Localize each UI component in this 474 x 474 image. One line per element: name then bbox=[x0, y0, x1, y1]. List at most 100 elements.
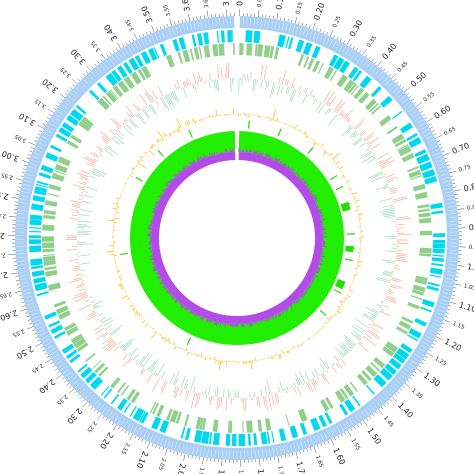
ideogram-tick bbox=[47, 348, 55, 353]
cds-forward-block bbox=[352, 395, 361, 407]
gc-content-bar bbox=[153, 370, 157, 375]
tick-mark bbox=[378, 409, 383, 415]
purple-ring-bar bbox=[279, 312, 282, 316]
ideogram-tick bbox=[348, 49, 353, 57]
purple-ring-bar bbox=[289, 166, 293, 171]
tick-label: 2.95 bbox=[0, 171, 14, 180]
gc-content-bar bbox=[78, 172, 90, 178]
gc-content-bar bbox=[93, 324, 103, 331]
ideogram-tick bbox=[45, 345, 54, 350]
gc-content-bar bbox=[98, 149, 103, 153]
ideogram-tick bbox=[430, 145, 438, 150]
purple-ring-bar bbox=[309, 190, 313, 193]
tick-label: 1.25 bbox=[434, 356, 448, 368]
gc-content-bar bbox=[77, 230, 92, 233]
purple-ring-bar bbox=[192, 312, 195, 316]
gc-content-bar bbox=[165, 94, 172, 106]
gc-content-bar bbox=[335, 347, 345, 358]
gc-content-bar bbox=[77, 254, 92, 257]
gc-content-bar bbox=[359, 150, 372, 159]
gc-content-bar bbox=[75, 273, 82, 277]
gc-content-bar bbox=[130, 113, 133, 117]
ideogram-tick bbox=[16, 220, 25, 222]
gc-content-bar bbox=[317, 103, 325, 114]
gc-skew-bar bbox=[168, 133, 172, 137]
tick-mark bbox=[124, 430, 127, 434]
tick-label: 0.25 bbox=[332, 15, 343, 29]
cds-reverse-block bbox=[80, 118, 93, 129]
gc-skew-bar bbox=[137, 314, 140, 317]
cds-reverse-block bbox=[384, 341, 399, 353]
gc-skew-bar bbox=[357, 206, 360, 208]
tick-mark bbox=[353, 426, 356, 430]
cds-reverse-block bbox=[55, 305, 69, 315]
tick-mark bbox=[173, 450, 175, 454]
cds-reverse-block bbox=[336, 74, 348, 88]
purple-ring-bar bbox=[309, 283, 313, 286]
feature-mark bbox=[307, 147, 314, 155]
purple-ring-bar bbox=[159, 195, 162, 197]
ideogram-tick bbox=[200, 19, 203, 28]
cds-forward-block bbox=[379, 367, 393, 381]
cds-forward-block bbox=[123, 402, 132, 414]
ideogram-tick bbox=[289, 23, 292, 32]
purple-ring-bar bbox=[157, 273, 160, 276]
ideogram-tick bbox=[130, 43, 136, 52]
tick-mark bbox=[352, 46, 355, 49]
ideogram-tick bbox=[20, 191, 29, 194]
cds-reverse-block bbox=[69, 134, 83, 144]
tick-mark bbox=[369, 416, 372, 419]
purple-ring-bar bbox=[284, 309, 288, 313]
cds-reverse-block bbox=[110, 376, 121, 389]
ideogram-tick bbox=[52, 116, 60, 121]
gc-content-bar bbox=[335, 363, 340, 368]
tick-mark bbox=[105, 418, 108, 421]
gc-content-bar bbox=[244, 397, 247, 413]
tick-mark bbox=[444, 157, 448, 160]
gc-skew-bar bbox=[120, 287, 124, 290]
gc-content-bar bbox=[173, 386, 179, 398]
ideogram-tick bbox=[222, 17, 224, 26]
gc-content-bar bbox=[102, 135, 110, 142]
ideogram-tick bbox=[133, 426, 138, 434]
gc-skew-bar bbox=[138, 162, 146, 169]
gc-content-bar bbox=[73, 268, 81, 272]
gc-skew-bar bbox=[298, 128, 301, 131]
gc-content-bar bbox=[310, 379, 317, 391]
gc-content-bar bbox=[208, 395, 211, 401]
gc-skew-bar bbox=[324, 321, 327, 324]
gc-content-bar bbox=[197, 82, 199, 88]
gc-content-bar bbox=[77, 220, 92, 223]
gc-content-bar bbox=[173, 83, 178, 90]
cds-forward-block bbox=[406, 132, 418, 142]
purple-ring-bar bbox=[179, 171, 182, 173]
tick-mark bbox=[83, 73, 86, 77]
purple-ring-bar bbox=[313, 198, 317, 201]
gc-skew-bar bbox=[159, 333, 162, 336]
purple-ring-bar bbox=[172, 297, 176, 300]
tick-mark bbox=[380, 406, 384, 410]
cds-forward-block bbox=[110, 393, 120, 405]
tick-mark bbox=[451, 179, 455, 181]
cds-reverse-block bbox=[334, 390, 346, 403]
tick-mark bbox=[52, 365, 56, 368]
cds-reverse-block bbox=[395, 326, 408, 335]
purple-ring-bar bbox=[206, 318, 209, 323]
gc-content-bar bbox=[180, 376, 186, 389]
gc-content-bar bbox=[312, 94, 315, 98]
tick-mark bbox=[437, 333, 441, 335]
ideogram-tick bbox=[351, 51, 356, 59]
tick-mark bbox=[435, 135, 442, 139]
cds-forward-block bbox=[231, 30, 233, 43]
gc-content-bar bbox=[80, 191, 84, 194]
purple-ring-bar bbox=[267, 318, 270, 321]
tick-label: 1.40 bbox=[396, 401, 415, 420]
tick-mark bbox=[163, 25, 165, 29]
purple-ring-bar bbox=[151, 215, 154, 218]
gc-content-bar bbox=[87, 311, 96, 316]
cds-reverse-block bbox=[356, 373, 368, 386]
ideogram-tick bbox=[77, 84, 84, 91]
tick-mark bbox=[374, 61, 377, 64]
ideogram-tick bbox=[44, 341, 52, 347]
tick-mark bbox=[106, 54, 109, 58]
